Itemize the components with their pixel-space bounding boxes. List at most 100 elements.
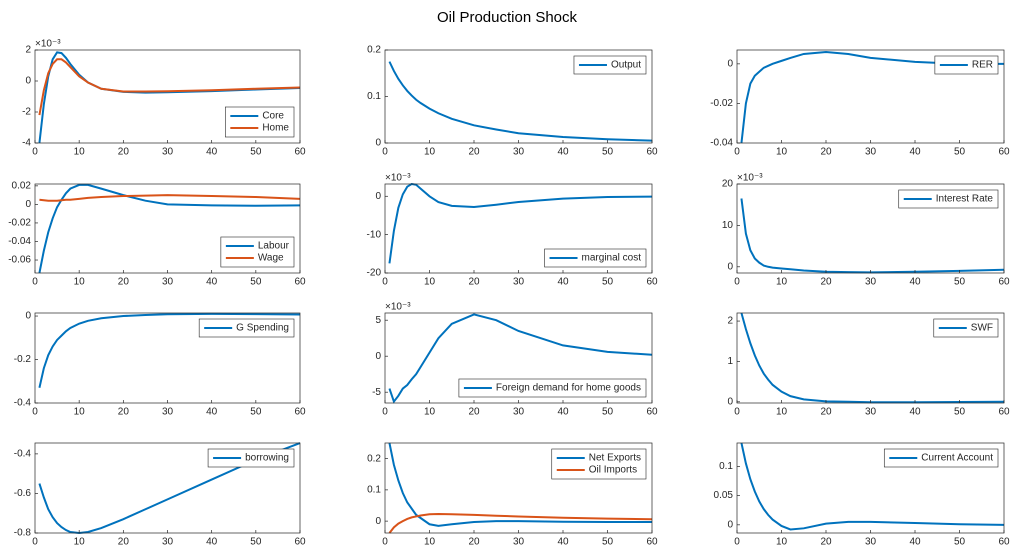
- y-tick-label: 0: [727, 261, 733, 272]
- x-tick-label: 40: [909, 407, 921, 418]
- y-tick-label: 1: [727, 356, 733, 367]
- legend: Interest Rate: [898, 189, 999, 209]
- x-tick-label: 20: [820, 147, 832, 158]
- series-line: [740, 312, 1004, 404]
- x-tick-label: 60: [646, 537, 658, 548]
- x-tick-label: 0: [382, 407, 388, 418]
- legend-box: [544, 248, 647, 268]
- x-tick-label: 60: [294, 147, 306, 158]
- legend: marginal cost: [544, 248, 647, 268]
- x-tick-label: 50: [602, 147, 614, 158]
- legend-label: SWF: [971, 323, 993, 334]
- x-tick-label: 20: [118, 537, 130, 548]
- x-tick-label: 50: [602, 277, 614, 288]
- y-tick-label: -0.02: [8, 218, 31, 229]
- x-tick-label: 30: [865, 277, 877, 288]
- legend-label: Current Account: [921, 453, 993, 464]
- subplot: 0 10 20 30 40 50 60 -0.06 -0.04 -0.02 0 0.02 LabourW…: [8, 180, 306, 287]
- series-line: [740, 442, 1004, 531]
- legend-label: Home: [262, 123, 289, 134]
- legend-box: [573, 55, 647, 75]
- x-tick-label: 50: [954, 277, 966, 288]
- x-tick-label: 40: [206, 147, 218, 158]
- legend: Output: [573, 55, 647, 75]
- x-tick-label: 0: [382, 147, 388, 158]
- legend-box: [883, 448, 999, 468]
- series-line: [38, 183, 300, 274]
- x-tick-label: 60: [646, 147, 658, 158]
- lines: [388, 61, 652, 142]
- x-tick-label: 20: [118, 407, 130, 418]
- y-tick-label: 0: [375, 138, 381, 149]
- lines: [388, 442, 652, 534]
- x-tick-label: 40: [557, 407, 569, 418]
- x-tick-label: 0: [32, 407, 38, 418]
- exponent-label: ×10⁻³: [35, 39, 61, 50]
- legend-label: RER: [972, 60, 993, 71]
- x-tick-label: 10: [74, 277, 86, 288]
- x-tick-label: 30: [162, 147, 174, 158]
- lines: [38, 183, 300, 274]
- x-tick-label: 30: [513, 537, 525, 548]
- legend-label: marginal cost: [582, 253, 642, 264]
- x-tick-label: 20: [468, 537, 480, 548]
- y-tick-label: -0.8: [14, 528, 32, 539]
- x-tick-label: 0: [32, 147, 38, 158]
- series-line: [388, 61, 652, 142]
- x-tick-label: 60: [294, 407, 306, 418]
- x-tick-label: 40: [206, 537, 218, 548]
- y-tick-label: 0.1: [719, 461, 733, 472]
- x-tick-label: 30: [865, 537, 877, 548]
- y-tick-label: 0.1: [367, 485, 381, 496]
- y-tick-label: 0.2: [367, 45, 381, 56]
- x-tick-label: 10: [424, 147, 436, 158]
- x-tick-label: 60: [646, 277, 658, 288]
- y-tick-label: 2: [727, 316, 733, 327]
- x-tick-label: 0: [32, 277, 38, 288]
- x-tick-label: 30: [162, 277, 174, 288]
- lines: [740, 198, 1004, 274]
- x-tick-label: 60: [998, 277, 1010, 288]
- y-tick-label: 0: [25, 76, 31, 87]
- x-tick-label: 10: [74, 407, 86, 418]
- x-tick-label: 10: [74, 537, 86, 548]
- subplot: 0 10 20 30 40 50 60 -0.8 -0.6 -0.4 borrowing: [14, 442, 306, 548]
- legend: borrowing: [207, 448, 295, 468]
- y-tick-label: -4: [22, 138, 31, 149]
- y-tick-label: 5: [375, 315, 381, 326]
- y-tick-label: 0.02: [12, 180, 32, 191]
- x-tick-label: 30: [865, 147, 877, 158]
- y-tick-label: 0: [727, 519, 733, 530]
- y-tick-label: 0: [25, 199, 31, 210]
- legend-label: Interest Rate: [936, 194, 994, 205]
- y-tick-label: -20: [367, 268, 382, 279]
- x-tick-label: 20: [820, 277, 832, 288]
- subplot: 0 10 20 30 40 50 60 -0.04 -0.02 0 RER: [710, 49, 1010, 158]
- y-tick-label: 0: [375, 516, 381, 527]
- x-tick-label: 40: [557, 537, 569, 548]
- x-tick-label: 20: [468, 407, 480, 418]
- exponent-label: ×10⁻³: [385, 302, 411, 313]
- x-tick-label: 40: [909, 537, 921, 548]
- x-tick-label: 20: [118, 147, 130, 158]
- y-tick-label: -0.04: [8, 236, 31, 247]
- x-tick-label: 10: [424, 277, 436, 288]
- legend-label: Core: [262, 111, 284, 122]
- subplot: 0 10 20 30 40 50 60 0 0.05 0.1 Current Account: [714, 442, 1010, 548]
- x-tick-label: 0: [32, 537, 38, 548]
- x-tick-label: 30: [162, 537, 174, 548]
- y-tick-label: -0.6: [14, 488, 32, 499]
- subplot: 0 10 20 30 40 50 60 -20 -10 0 ×10⁻³ marginal cost: [367, 173, 658, 288]
- legend-box: [898, 189, 999, 209]
- legend: Foreign demand for home goods: [458, 378, 647, 398]
- x-tick-label: 10: [74, 147, 86, 158]
- x-tick-label: 0: [734, 147, 740, 158]
- x-tick-label: 60: [998, 147, 1010, 158]
- y-tick-label: 0: [375, 351, 381, 362]
- legend-label: Output: [611, 60, 641, 71]
- y-tick-label: -0.4: [14, 398, 32, 409]
- x-tick-label: 0: [734, 537, 740, 548]
